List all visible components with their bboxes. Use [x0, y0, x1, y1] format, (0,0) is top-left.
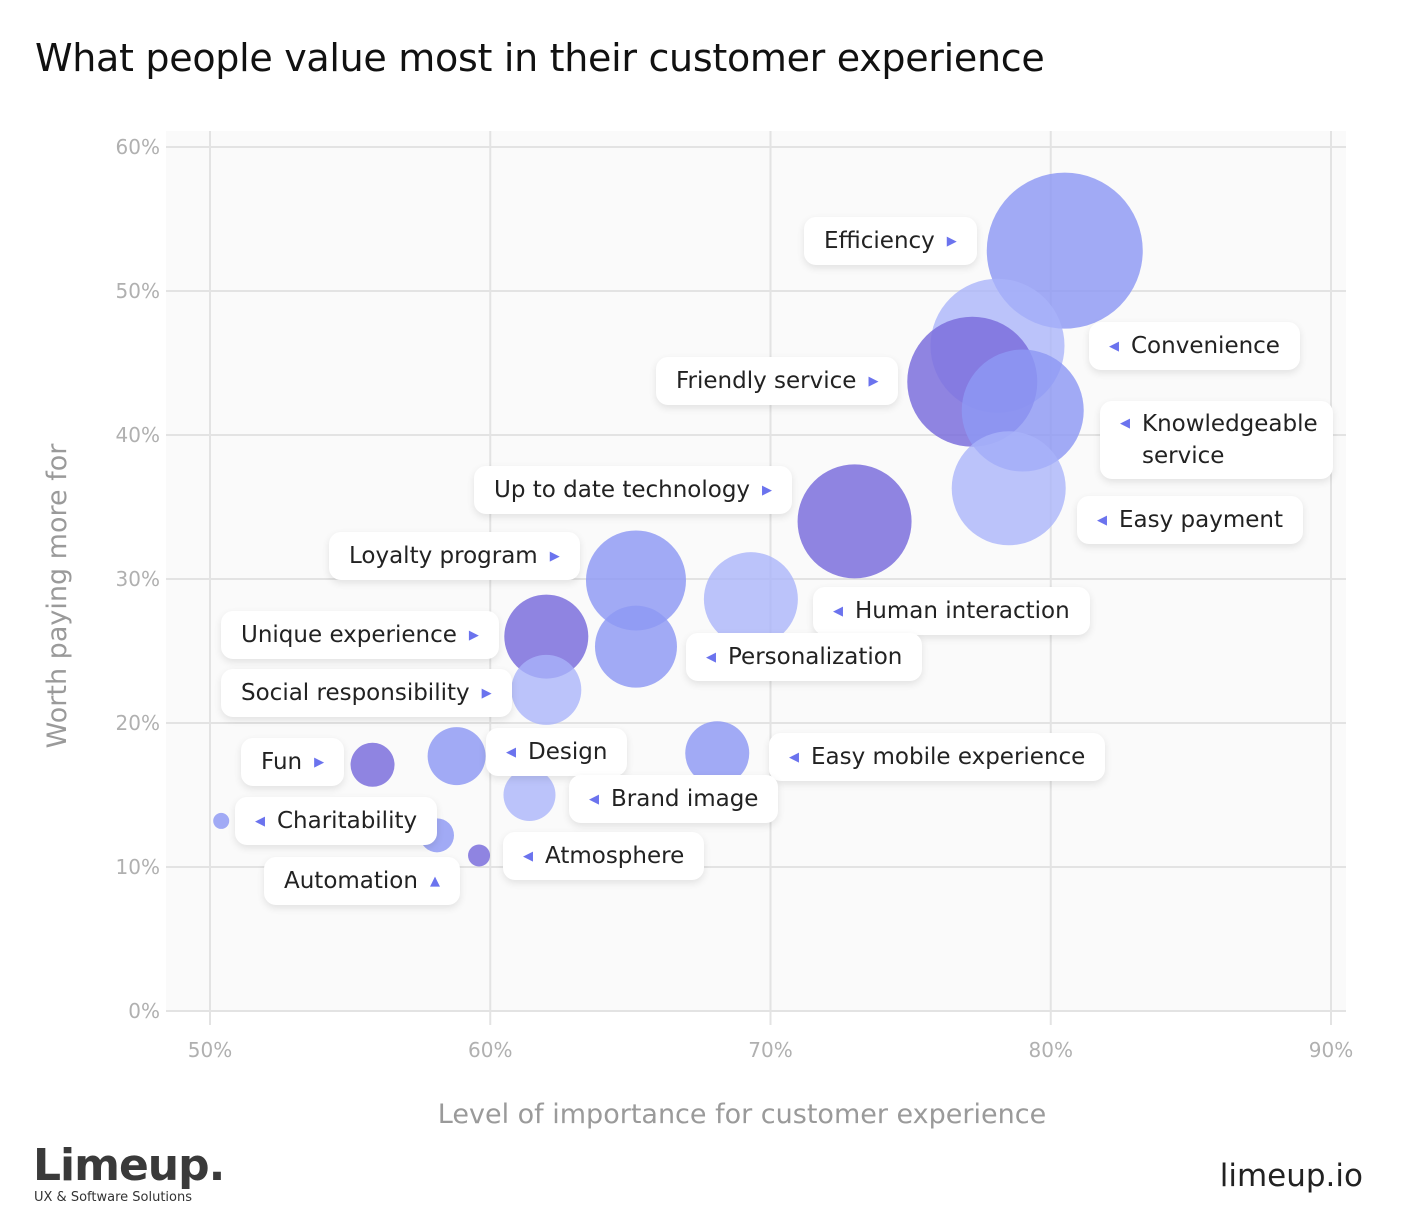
data-label-text: Fun	[261, 749, 303, 775]
data-label: Efficiency ▶	[804, 217, 977, 265]
x-axis-label: Level of importance for customer experie…	[438, 1099, 1046, 1130]
arrow-left-icon: ◀	[1109, 338, 1119, 354]
data-label: Automation ▲	[264, 857, 460, 905]
data-label-text: Friendly service	[676, 368, 857, 394]
data-label-text: Social responsibility	[241, 680, 470, 706]
logo-tagline: UX & Software Solutions	[34, 1190, 192, 1205]
arrow-right-icon: ▶	[762, 482, 773, 498]
y-tick-label: 10%	[116, 855, 160, 879]
bubble-human-interaction[interactable]	[703, 552, 798, 647]
data-label-text: Easy mobile experience	[811, 744, 1086, 770]
arrow-up-icon: ▲	[429, 873, 440, 889]
arrow-left-icon: ◀	[1120, 416, 1130, 431]
bubble-charitability[interactable]	[213, 812, 230, 829]
arrow-left-icon: ◀	[789, 749, 799, 765]
data-label: ◀ Charitability	[235, 797, 438, 845]
arrow-left-icon: ◀	[589, 791, 599, 807]
arrow-right-icon: ▶	[946, 233, 957, 249]
data-label: Fun ▶	[241, 738, 345, 786]
arrow-right-icon: ▶	[314, 754, 325, 770]
data-label: ◀ Knowledgeable service	[1100, 401, 1333, 479]
y-tick-label: 60%	[116, 135, 160, 159]
arrow-left-icon: ◀	[506, 744, 516, 760]
data-label-text: Charitability	[277, 808, 418, 834]
bubble-easy-payment[interactable]	[951, 431, 1066, 546]
data-label-text: Personalization	[728, 644, 903, 670]
arrow-right-icon: ▶	[468, 627, 479, 643]
x-tick-label: 50%	[188, 1038, 232, 1062]
data-label-text: Up to date technology	[494, 477, 751, 503]
site-url[interactable]: limeup.io	[1219, 1158, 1363, 1194]
x-tick-label: 90%	[1309, 1038, 1353, 1062]
data-label-text: Design	[528, 739, 608, 765]
arrow-left-icon: ◀	[706, 649, 716, 665]
arrow-right-icon: ▶	[549, 548, 560, 564]
chart-title: What people value most in their customer…	[35, 36, 1045, 80]
data-label: ◀ Personalization	[686, 633, 923, 681]
data-label: ◀ Atmosphere	[503, 832, 705, 880]
data-label: Friendly service ▶	[656, 357, 899, 405]
arrow-right-icon: ▶	[481, 685, 492, 701]
data-label: Loyalty program ▶	[329, 532, 580, 580]
x-tick-label: 60%	[468, 1038, 512, 1062]
data-label: ◀ Convenience	[1089, 322, 1300, 370]
y-tick-label: 30%	[116, 567, 160, 591]
bubble-social-responsibility[interactable]	[511, 654, 582, 725]
bubble-brand-image[interactable]	[503, 769, 556, 821]
y-axis-label: Worth paying more for	[42, 443, 73, 749]
arrow-left-icon: ◀	[255, 813, 265, 829]
y-tick-label: 0%	[128, 999, 160, 1023]
arrow-left-icon: ◀	[833, 603, 843, 619]
bubble-easy-mobile-experience[interactable]	[685, 721, 750, 786]
data-label-text: Brand image	[611, 786, 759, 812]
data-label-text: Convenience	[1131, 333, 1280, 359]
data-label: ◀ Easy payment	[1077, 496, 1303, 544]
data-label-text: Easy payment	[1119, 507, 1283, 533]
data-label: ◀ Design	[486, 728, 628, 776]
data-label-text: Loyalty program	[349, 543, 538, 569]
data-label: ◀ Human interaction	[813, 587, 1090, 635]
data-label: Up to date technology ▶	[474, 466, 793, 514]
data-label-text: Atmosphere	[545, 843, 685, 869]
data-label-text: Efficiency	[824, 228, 935, 254]
bubble-loyalty-program[interactable]	[585, 530, 686, 631]
data-label: ◀ Brand image	[569, 775, 779, 823]
bubble-fun[interactable]	[350, 742, 395, 787]
bubble-up-to-date-technology[interactable]	[797, 464, 912, 579]
data-label-text: Human interaction	[855, 598, 1070, 624]
y-tick-label: 50%	[116, 279, 160, 303]
data-label: Social responsibility ▶	[221, 669, 512, 717]
limeup-logo: Limeup.	[33, 1140, 225, 1191]
y-tick-label: 20%	[116, 711, 160, 735]
data-label-text: Automation	[284, 868, 418, 894]
arrow-left-icon: ◀	[523, 848, 533, 864]
bubble-unique-experience[interactable]	[504, 594, 589, 679]
data-label: Unique experience ▶	[221, 611, 499, 659]
arrow-right-icon: ▶	[868, 373, 879, 389]
bubble-personalization[interactable]	[594, 605, 677, 688]
x-tick-label: 70%	[748, 1038, 792, 1062]
y-tick-label: 40%	[116, 423, 160, 447]
bubble-design[interactable]	[427, 727, 486, 786]
bubble-atmosphere[interactable]	[468, 844, 491, 867]
data-label-text: Unique experience	[241, 622, 457, 648]
data-label: ◀ Easy mobile experience	[769, 733, 1106, 781]
data-label-text: Knowledgeable service	[1142, 411, 1318, 469]
x-tick-label: 80%	[1029, 1038, 1073, 1062]
arrow-left-icon: ◀	[1097, 512, 1107, 528]
